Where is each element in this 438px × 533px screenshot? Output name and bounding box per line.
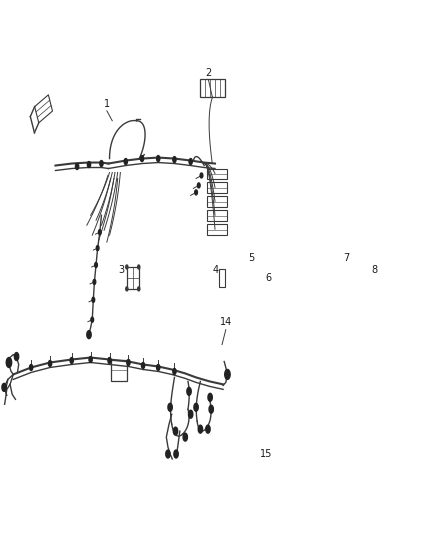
Circle shape xyxy=(206,425,210,433)
Circle shape xyxy=(126,287,128,291)
Circle shape xyxy=(49,360,52,367)
Circle shape xyxy=(189,158,192,165)
Circle shape xyxy=(141,362,145,368)
Circle shape xyxy=(96,246,99,251)
Circle shape xyxy=(157,365,160,370)
Circle shape xyxy=(95,263,97,268)
Circle shape xyxy=(140,156,144,161)
Circle shape xyxy=(187,387,191,395)
Text: 14: 14 xyxy=(220,317,232,327)
Circle shape xyxy=(138,287,140,291)
Circle shape xyxy=(92,297,95,302)
Text: 6: 6 xyxy=(265,273,271,283)
Circle shape xyxy=(174,450,178,458)
Circle shape xyxy=(29,365,33,370)
Text: 1: 1 xyxy=(104,99,110,109)
Circle shape xyxy=(70,358,73,364)
Circle shape xyxy=(188,410,193,418)
Circle shape xyxy=(87,330,91,338)
Circle shape xyxy=(173,157,176,163)
Circle shape xyxy=(198,425,202,433)
Circle shape xyxy=(198,183,200,188)
Bar xyxy=(127,267,139,289)
Text: 8: 8 xyxy=(371,265,378,275)
Circle shape xyxy=(93,279,96,285)
Circle shape xyxy=(2,383,6,391)
Circle shape xyxy=(173,368,176,375)
Bar xyxy=(207,211,227,221)
Circle shape xyxy=(89,357,92,362)
Bar xyxy=(207,196,227,207)
Text: 3: 3 xyxy=(118,265,124,275)
Circle shape xyxy=(91,317,94,322)
Circle shape xyxy=(124,158,127,165)
Circle shape xyxy=(209,405,213,413)
Circle shape xyxy=(87,161,91,167)
Circle shape xyxy=(100,160,103,166)
Text: 5: 5 xyxy=(248,253,254,263)
Text: 15: 15 xyxy=(260,449,272,459)
Bar xyxy=(207,168,227,180)
Circle shape xyxy=(195,190,198,195)
Circle shape xyxy=(168,403,172,411)
Circle shape xyxy=(14,352,19,360)
Circle shape xyxy=(183,433,187,441)
Bar xyxy=(201,79,225,97)
Bar xyxy=(257,264,261,269)
Bar xyxy=(207,182,227,193)
Circle shape xyxy=(166,450,170,458)
Text: 7: 7 xyxy=(343,253,349,263)
Circle shape xyxy=(127,360,130,366)
Text: 2: 2 xyxy=(205,68,212,78)
Circle shape xyxy=(194,403,198,411)
Circle shape xyxy=(138,265,140,269)
Bar xyxy=(219,269,225,287)
Ellipse shape xyxy=(358,273,367,283)
Circle shape xyxy=(173,427,178,435)
Text: 4: 4 xyxy=(212,265,219,275)
Circle shape xyxy=(108,358,111,364)
Circle shape xyxy=(99,230,101,235)
Polygon shape xyxy=(328,271,339,281)
Bar xyxy=(111,360,127,382)
Circle shape xyxy=(200,173,203,178)
Circle shape xyxy=(225,369,230,379)
Bar xyxy=(207,224,227,235)
Circle shape xyxy=(126,265,128,269)
Circle shape xyxy=(6,358,12,367)
Circle shape xyxy=(157,156,160,161)
Circle shape xyxy=(75,164,79,169)
Circle shape xyxy=(208,393,212,401)
Bar xyxy=(255,268,263,288)
